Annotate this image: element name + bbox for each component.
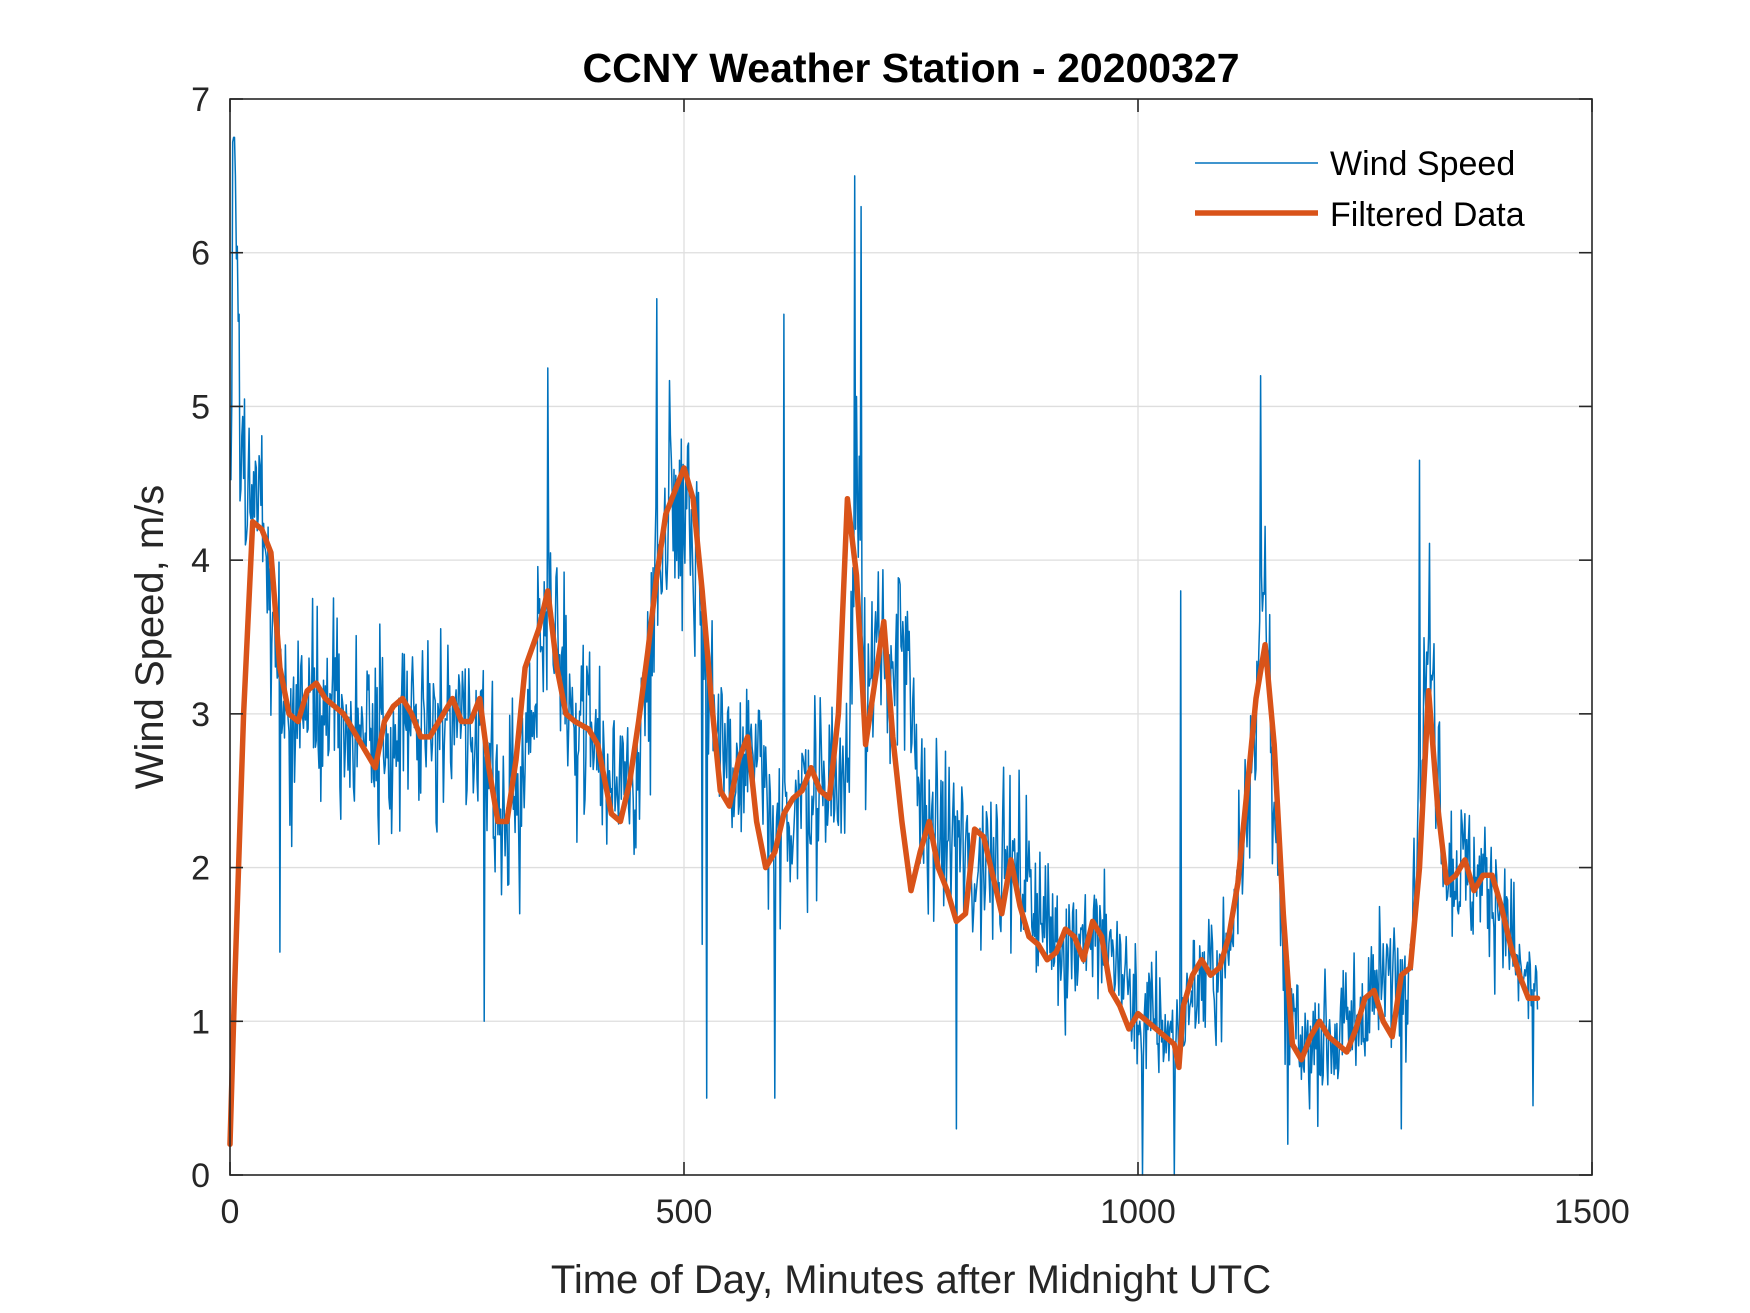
y-tick-label: 1 <box>191 1003 210 1041</box>
y-tick-label: 6 <box>191 235 210 273</box>
x-axis-label: Time of Day, Minutes after Midnight UTC <box>551 1258 1271 1302</box>
legend-label-wind-speed: Wind Speed <box>1330 145 1515 183</box>
legend-label-filtered-data: Filtered Data <box>1330 196 1525 234</box>
x-tick-label: 1500 <box>1554 1193 1630 1231</box>
legend: Wind Speed Filtered Data <box>1195 145 1525 234</box>
y-axis-label: Wind Speed, m/s <box>128 485 172 790</box>
y-tick-label: 0 <box>191 1157 210 1195</box>
y-tick-label: 5 <box>191 388 210 426</box>
grid <box>230 99 1592 1175</box>
axis-tick-labels: 0 500 1000 1500 0 1 2 3 4 5 6 7 <box>191 81 1630 1231</box>
plot-area <box>230 99 1592 1175</box>
x-tick-label: 1000 <box>1100 1193 1176 1231</box>
series-filtered-data <box>227 465 1541 1148</box>
plot-frame <box>229 98 1593 1176</box>
y-tick-label: 2 <box>191 850 210 888</box>
y-tick-label: 3 <box>191 696 210 734</box>
x-tick-label: 0 <box>221 1193 240 1231</box>
chart-title: CCNY Weather Station - 20200327 <box>582 45 1239 91</box>
x-tick-label: 500 <box>656 1193 713 1231</box>
y-tick-label: 4 <box>191 542 210 580</box>
y-tick-label: 7 <box>191 81 210 119</box>
filtered-data-line <box>227 465 1541 1148</box>
axis-ticks <box>229 98 1593 1176</box>
